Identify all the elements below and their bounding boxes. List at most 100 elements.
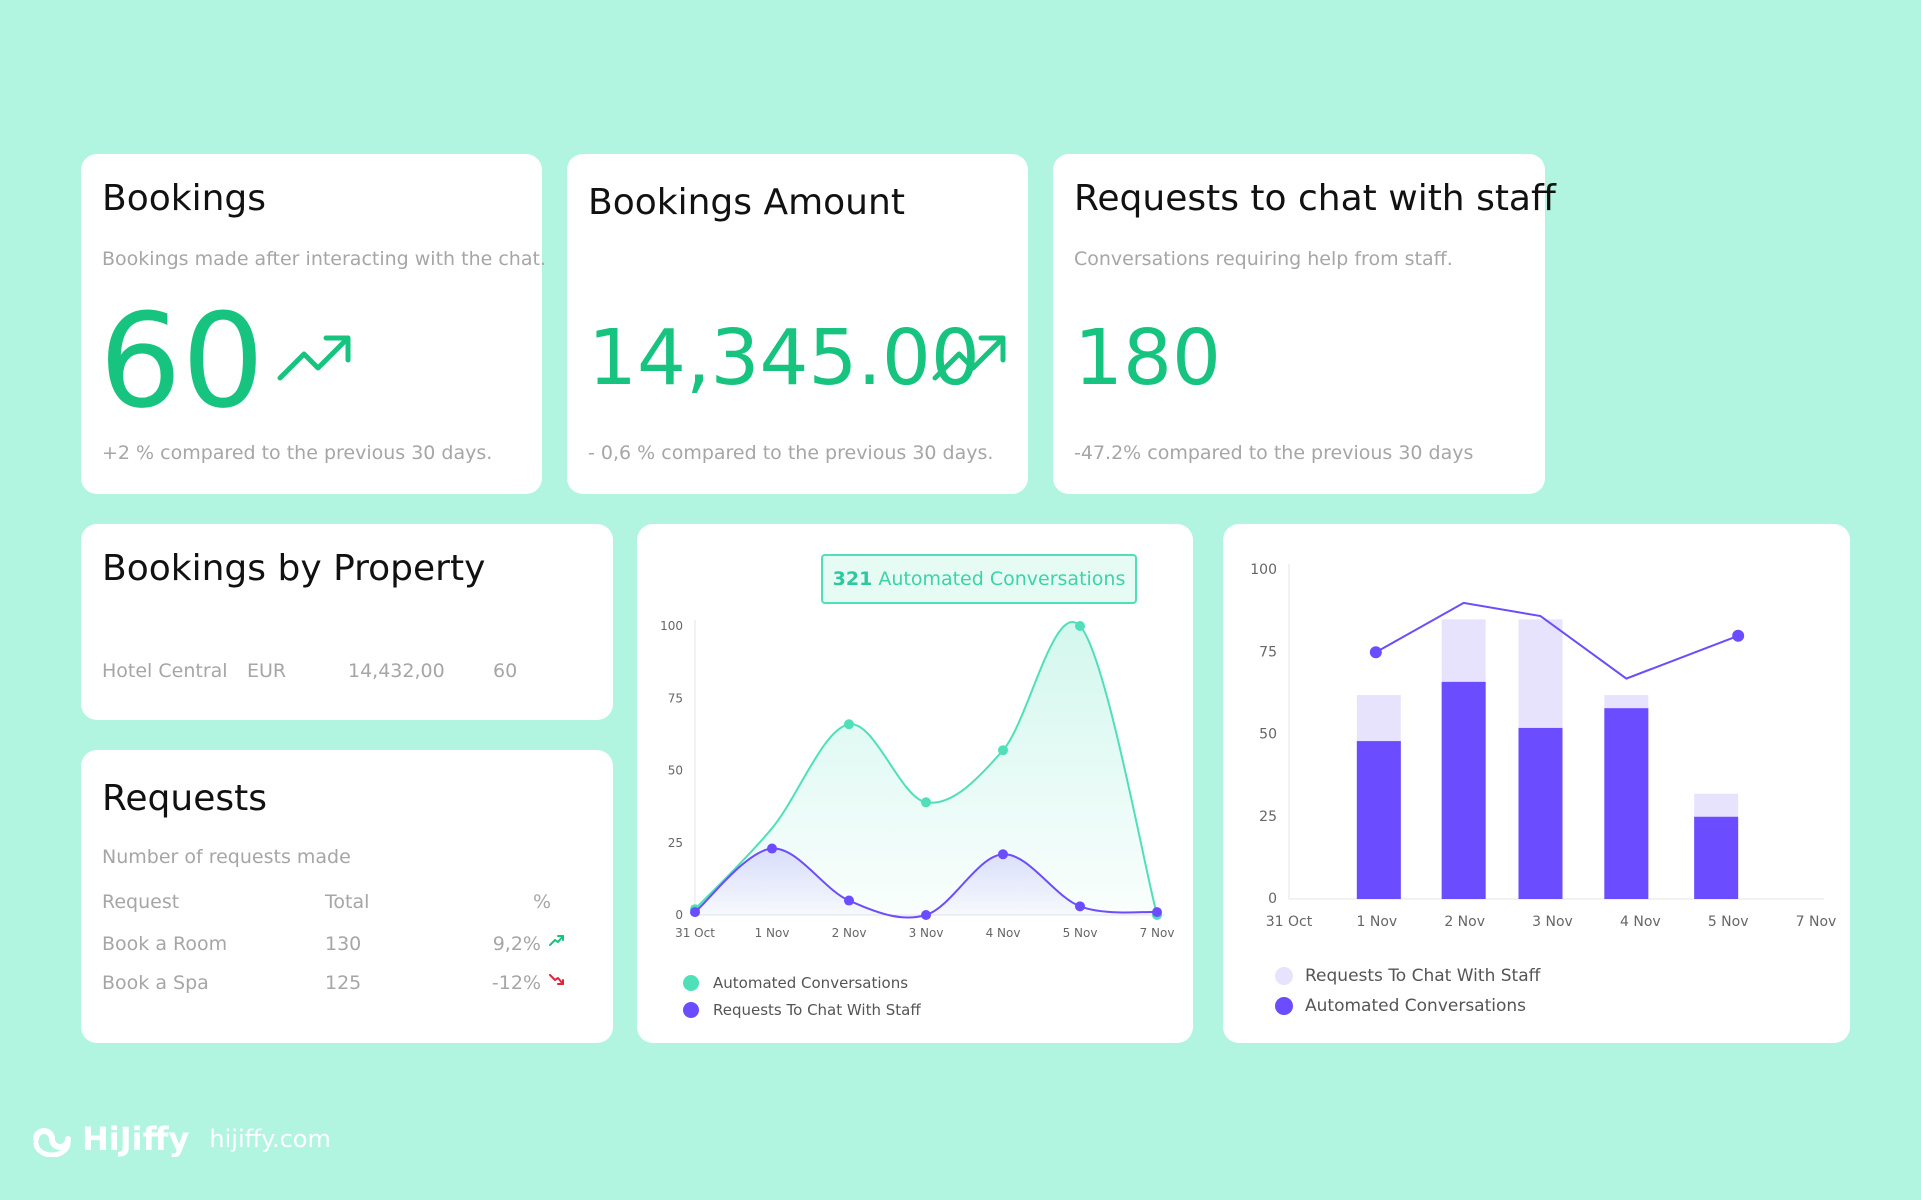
bookings-value: 60: [99, 285, 265, 437]
y-tick-label: 0: [1268, 891, 1277, 907]
y-tick-label: 100: [1250, 562, 1277, 578]
staff-requests-value: 180: [1074, 314, 1221, 403]
x-tick-label: 2 Nov: [832, 926, 867, 940]
requests-header-pct: %: [533, 891, 552, 913]
bar-automated-conversations: [1694, 816, 1739, 899]
trend-up-icon: [932, 335, 1006, 381]
automated-conversations-badge: 321 Automated Conversations: [821, 554, 1137, 604]
series-area: [695, 622, 1157, 915]
bookings-amount-card: Bookings Amount 14,345.00 - 0,6 % compar…: [567, 154, 1028, 494]
trend-up-icon: [277, 335, 351, 381]
x-tick-label: 5 Nov: [1063, 926, 1098, 940]
staff-requests-title: Requests to chat with staff: [1074, 178, 1556, 219]
y-tick-label: 50: [668, 764, 683, 778]
legend-swatch: [1275, 997, 1293, 1015]
line-chart: 0 25 50 75 100 31 Oct 1 Nov 2 Nov 3 Nov 4 Nov 5 No…: [660, 619, 1175, 940]
requests-title: Requests: [102, 778, 267, 819]
y-tick-label: 0: [675, 908, 683, 922]
trend-line: [1375, 601, 1739, 680]
bookings-amount-value: 14,345.00: [588, 314, 980, 403]
bookings-subtitle: Bookings made after interacting with the…: [102, 248, 546, 270]
y-tick-label: 25: [668, 836, 683, 850]
bar-automated-conversations: [1356, 741, 1401, 899]
x-tick-label: 1 Nov: [1356, 914, 1397, 930]
property-name: Hotel Central: [102, 660, 228, 682]
x-tick-label: 3 Nov: [1532, 914, 1573, 930]
brand-name: HiJiffy: [82, 1120, 190, 1158]
property-currency: EUR: [247, 660, 287, 682]
legend-item: Requests To Chat With Staff: [1275, 966, 1540, 986]
y-tick-label: 50: [1259, 727, 1277, 743]
requests-card: Requests Number of requests made Request…: [81, 750, 613, 1043]
legend-label: Automated Conversations: [713, 974, 909, 992]
legend-label: Requests To Chat With Staff: [713, 1001, 921, 1019]
requests-header-total: Total: [325, 891, 370, 913]
data-point: [844, 719, 854, 730]
x-tick-label: 3 Nov: [909, 926, 944, 940]
y-tick-label: 75: [1259, 644, 1277, 660]
data-point: [1075, 901, 1085, 912]
bar-chart-card: 0 25 50 75 100 31 Oct 1 Nov 2 Nov 3 Nov 4 Nov 5 No…: [1223, 524, 1850, 1043]
series-line: [694, 621, 1158, 916]
x-tick-label: 7 Nov: [1140, 926, 1175, 940]
series-area: [695, 848, 1157, 918]
legend-item: Requests To Chat With Staff: [683, 1001, 921, 1019]
bookings-amount-comparison: - 0,6 % compared to the previous 30 days…: [588, 442, 994, 464]
y-tick-label: 75: [668, 691, 683, 705]
staff-requests-card: Requests to chat with staff Conversation…: [1053, 154, 1556, 494]
x-tick-label: 4 Nov: [1620, 914, 1661, 930]
property-count: 60: [493, 660, 518, 682]
property-amount: 14,432,00: [348, 660, 445, 682]
legend-item: Automated Conversations: [1275, 996, 1526, 1016]
hijiffy-logo-icon: [33, 1128, 71, 1157]
legend-swatch: [1275, 967, 1293, 985]
conversations-line-chart-card: 321 Automated Conversations 0 25 50 75 100 31…: [637, 524, 1193, 1043]
bar-automated-conversations: [1604, 708, 1649, 899]
data-point: [1732, 629, 1745, 642]
x-tick-label: 31 Oct: [1266, 914, 1313, 930]
footer: HiJiffy hijiffy.com: [30, 1120, 331, 1158]
badge-label: Automated Conversations: [878, 568, 1126, 590]
bar-automated-conversations: [1441, 681, 1486, 899]
requests-header-request: Request: [102, 891, 180, 913]
x-tick-label: 2 Nov: [1444, 914, 1485, 930]
data-point: [921, 797, 931, 808]
data-point: [1075, 621, 1085, 631]
x-tick-label: 4 Nov: [986, 926, 1021, 940]
staff-requests-comparison: -47.2% compared to the previous 30 days: [1074, 442, 1474, 464]
badge-number: 321: [832, 568, 873, 590]
data-point: [1152, 907, 1162, 918]
request-name: Book a Room: [102, 933, 228, 955]
legend-swatch: [683, 1002, 699, 1018]
bookings-card: Bookings Bookings made after interacting…: [81, 154, 546, 494]
staff-requests-subtitle: Conversations requiring help from staff.: [1074, 248, 1453, 270]
bar-chart: 0 25 50 75 100 31 Oct 1 Nov 2 Nov 3 Nov 4 Nov 5 No…: [1250, 562, 1837, 930]
requests-subtitle: Number of requests made: [102, 846, 351, 868]
request-total: 125: [325, 972, 362, 994]
data-point: [690, 907, 700, 918]
x-tick-label: 1 Nov: [755, 926, 790, 940]
data-point: [844, 895, 854, 906]
data-point: [921, 910, 931, 920]
y-tick-label: 100: [660, 619, 683, 633]
trend-down-icon: [549, 974, 564, 985]
x-tick-label: 31 Oct: [675, 926, 715, 940]
trend-up-icon: [549, 935, 564, 946]
site-link[interactable]: hijiffy.com: [209, 1125, 331, 1153]
request-total: 130: [325, 933, 362, 955]
legend-swatch: [683, 975, 699, 991]
data-point: [767, 843, 777, 854]
data-point: [998, 745, 1008, 756]
bookings-amount-title: Bookings Amount: [588, 182, 905, 223]
legend-item: Automated Conversations: [683, 974, 908, 992]
bookings-title: Bookings: [102, 178, 267, 219]
request-pct: 9,2%: [492, 933, 541, 955]
y-tick-label: 25: [1259, 809, 1277, 825]
legend-label: Requests To Chat With Staff: [1305, 966, 1541, 986]
x-tick-label: 7 Nov: [1796, 914, 1837, 930]
bookings-by-property-card: Bookings by Property Hotel Central EUR 1…: [81, 524, 613, 720]
legend-label: Automated Conversations: [1305, 996, 1527, 1016]
request-name: Book a Spa: [102, 972, 209, 994]
x-tick-label: 5 Nov: [1708, 914, 1749, 930]
data-point: [998, 849, 1008, 860]
